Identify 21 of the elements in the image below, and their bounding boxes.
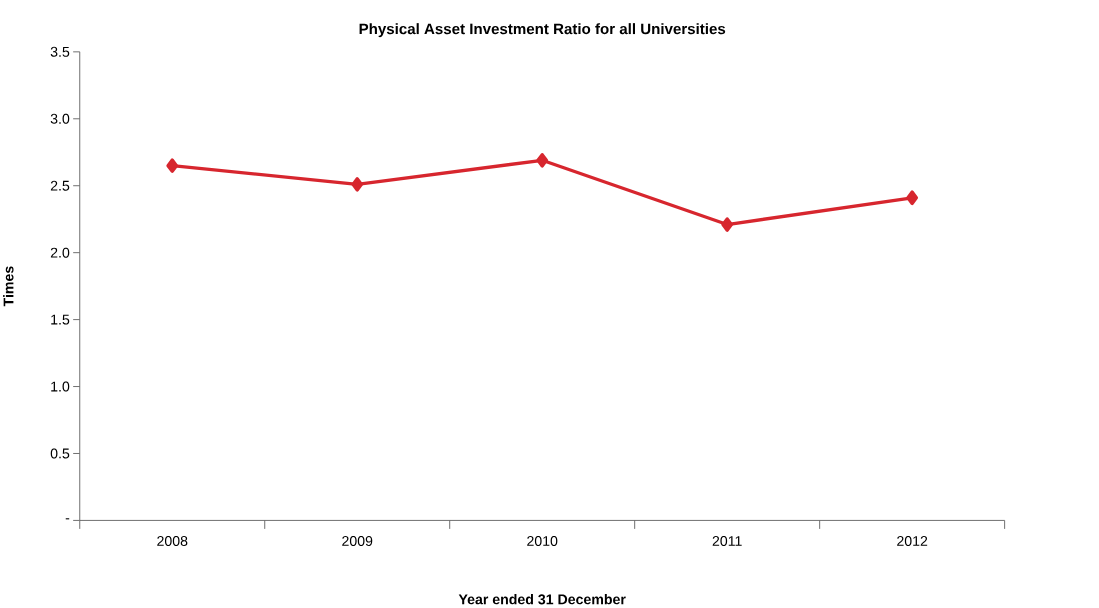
point [536,153,549,168]
point [721,217,734,233]
y-tick-label: 1.0 [51,381,70,392]
x-tick-label: 2010 [527,536,558,547]
point [906,190,919,206]
x-axis-title: Year ended 31 December [458,594,626,605]
y-tick-label: 2.5 [50,180,70,191]
y-tick-label: 2.0 [50,247,70,258]
x-tick-label: 2012 [897,536,928,547]
y-tick-label: 3.0 [50,114,70,125]
chart-title: Physical Asset Investment Ratio for all Universities [359,23,726,38]
y-tick-label: 3.5 [50,47,70,58]
point [351,177,364,192]
y-tick-label: 0.5 [50,448,70,459]
y-tick-label: 1.5 [51,314,70,325]
x-tick-label: 2009 [342,536,373,547]
y-axis-title: Times [3,266,14,307]
y-tick-label: - [65,518,70,520]
x-tick-label: 2008 [157,536,188,547]
point [166,158,179,174]
x-tick-label: 2011 [712,536,742,547]
